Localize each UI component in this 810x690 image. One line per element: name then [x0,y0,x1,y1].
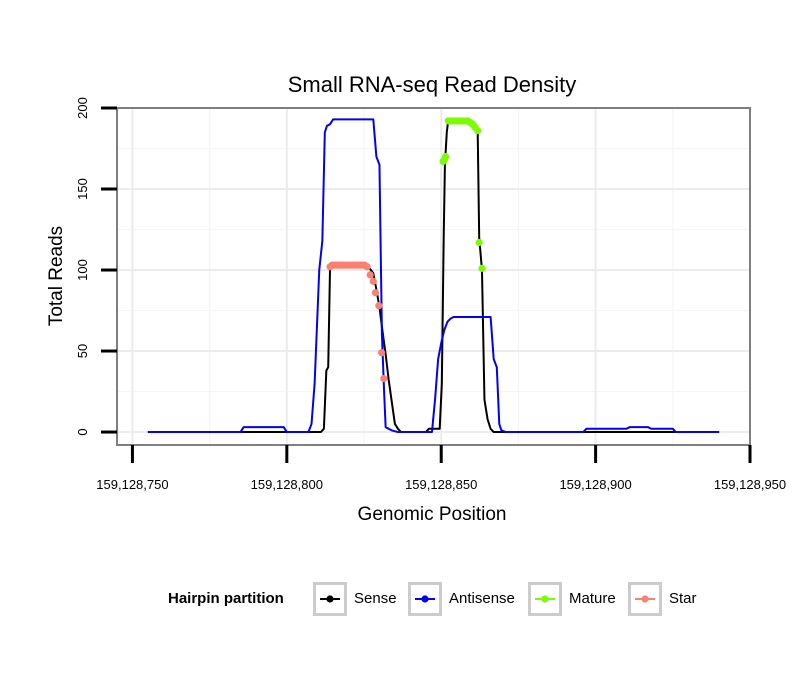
legend-label: Sense [354,590,397,607]
legend-item-mature: Mature [528,582,616,616]
x-tick-label: 159,128,950 [714,477,786,492]
x-tick-label: 159,128,900 [559,477,631,492]
series-lines [147,118,720,434]
legend: Hairpin partition Sense Antisense Mature St… [168,582,697,616]
y-tick-label: 50 [75,344,90,358]
data-point-star [366,271,374,279]
y-tick-label: 150 [75,178,90,200]
legend-item-antisense: Antisense [408,582,515,616]
chart-title: Small RNA-seq Read Density [288,72,577,97]
legend-title: Hairpin partition [168,590,284,607]
grid [117,107,751,445]
x-tick-label: 159,128,800 [251,477,323,492]
legend-key-box [628,582,662,616]
series-line-antisense [147,118,720,434]
data-point-mature [478,264,486,272]
data-point-star [369,277,377,285]
axes: 0 50 100 150 200 159,128,750 159,128,800 159,12… [75,97,786,492]
legend-label: Mature [569,590,616,607]
legend-label: Antisense [449,590,515,607]
y-tick-label: 0 [75,428,90,435]
data-point-star [378,349,386,357]
legend-item-sense: Sense [313,582,397,616]
y-axis-title: Total Reads [46,226,67,326]
data-point-mature [474,127,482,135]
x-tick-label: 159,128,850 [405,477,477,492]
legend-key-point [326,595,334,603]
series-markers [326,117,486,383]
data-point-star [380,374,388,383]
data-point-mature [441,153,450,161]
y-tick-label: 100 [75,259,90,281]
y-tick-label: 200 [75,97,90,119]
legend-label: Star [669,590,697,607]
x-axis-title: Genomic Position [358,504,507,525]
legend-key-point [641,595,649,603]
legend-key-point [541,595,549,603]
legend-key-point [421,595,429,603]
series-line-sense [147,118,720,434]
data-point-mature [475,238,483,247]
data-point-star [375,302,383,310]
x-tick-label: 159,128,750 [96,477,168,492]
data-point-star [363,263,371,271]
data-point-star [371,289,380,297]
legend-item-star: Star [628,582,697,616]
panel-border [116,107,751,446]
